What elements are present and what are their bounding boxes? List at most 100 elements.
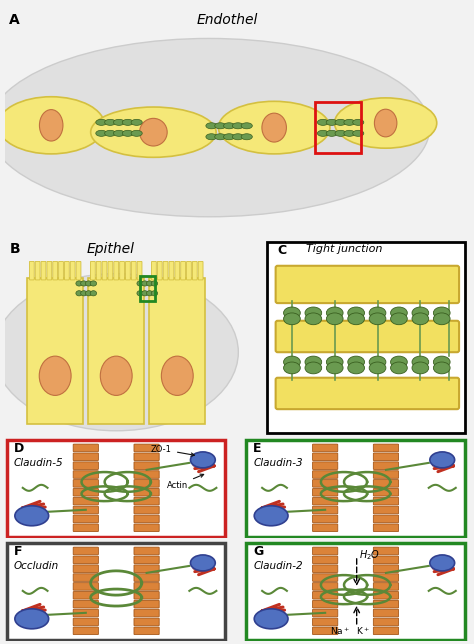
Ellipse shape: [412, 356, 428, 368]
FancyBboxPatch shape: [70, 261, 75, 280]
Ellipse shape: [91, 107, 216, 157]
Ellipse shape: [305, 313, 322, 325]
Text: C: C: [278, 244, 287, 257]
Ellipse shape: [335, 98, 437, 148]
FancyBboxPatch shape: [374, 574, 399, 582]
FancyBboxPatch shape: [126, 261, 130, 280]
Ellipse shape: [100, 356, 132, 395]
Ellipse shape: [90, 281, 97, 286]
FancyBboxPatch shape: [134, 506, 159, 514]
FancyBboxPatch shape: [64, 261, 69, 280]
Ellipse shape: [146, 290, 153, 296]
FancyBboxPatch shape: [312, 480, 338, 488]
Text: A: A: [9, 14, 20, 27]
FancyBboxPatch shape: [137, 261, 142, 280]
Ellipse shape: [76, 290, 82, 296]
Text: B: B: [10, 242, 21, 256]
Ellipse shape: [348, 362, 365, 374]
Ellipse shape: [85, 290, 92, 296]
Ellipse shape: [430, 452, 455, 468]
FancyBboxPatch shape: [73, 524, 99, 531]
FancyBboxPatch shape: [374, 556, 399, 564]
Ellipse shape: [232, 123, 244, 129]
FancyBboxPatch shape: [374, 565, 399, 573]
FancyBboxPatch shape: [134, 444, 159, 451]
Ellipse shape: [348, 307, 365, 319]
FancyBboxPatch shape: [374, 591, 399, 599]
FancyBboxPatch shape: [374, 524, 399, 531]
FancyBboxPatch shape: [73, 574, 99, 582]
FancyBboxPatch shape: [374, 609, 399, 617]
Ellipse shape: [215, 134, 226, 140]
Ellipse shape: [39, 356, 71, 395]
FancyBboxPatch shape: [312, 591, 338, 599]
Ellipse shape: [391, 313, 407, 325]
FancyBboxPatch shape: [73, 480, 99, 488]
FancyBboxPatch shape: [192, 261, 197, 280]
FancyBboxPatch shape: [73, 627, 99, 634]
FancyBboxPatch shape: [374, 600, 399, 608]
FancyBboxPatch shape: [134, 556, 159, 564]
Ellipse shape: [327, 307, 343, 319]
Ellipse shape: [369, 362, 386, 374]
FancyBboxPatch shape: [374, 497, 399, 505]
Ellipse shape: [161, 356, 193, 395]
FancyBboxPatch shape: [157, 261, 162, 280]
FancyBboxPatch shape: [134, 524, 159, 531]
FancyBboxPatch shape: [134, 583, 159, 591]
FancyBboxPatch shape: [374, 506, 399, 514]
FancyBboxPatch shape: [312, 444, 338, 451]
Text: D: D: [14, 442, 24, 455]
FancyBboxPatch shape: [73, 453, 99, 460]
FancyBboxPatch shape: [53, 261, 57, 280]
Ellipse shape: [137, 290, 143, 296]
Ellipse shape: [391, 362, 407, 374]
FancyBboxPatch shape: [73, 609, 99, 617]
Ellipse shape: [232, 134, 244, 140]
Ellipse shape: [412, 362, 428, 374]
FancyBboxPatch shape: [73, 444, 99, 451]
FancyBboxPatch shape: [134, 565, 159, 573]
Text: Na$^+$  K$^+$: Na$^+$ K$^+$: [330, 625, 370, 637]
FancyBboxPatch shape: [175, 261, 180, 280]
FancyBboxPatch shape: [312, 556, 338, 564]
FancyBboxPatch shape: [312, 497, 338, 505]
Ellipse shape: [391, 356, 407, 368]
Ellipse shape: [105, 119, 116, 126]
Ellipse shape: [151, 281, 158, 286]
Ellipse shape: [326, 130, 337, 137]
Text: E: E: [253, 442, 262, 455]
Ellipse shape: [96, 119, 107, 126]
FancyBboxPatch shape: [149, 278, 205, 424]
Ellipse shape: [335, 119, 346, 126]
FancyBboxPatch shape: [73, 497, 99, 505]
Text: Claudin-2: Claudin-2: [253, 561, 303, 571]
FancyBboxPatch shape: [59, 261, 64, 280]
Ellipse shape: [374, 109, 397, 137]
Ellipse shape: [206, 134, 217, 140]
Ellipse shape: [113, 130, 125, 137]
Ellipse shape: [131, 130, 142, 137]
Ellipse shape: [81, 290, 87, 296]
FancyBboxPatch shape: [27, 278, 83, 424]
FancyBboxPatch shape: [246, 440, 465, 536]
Text: ZO-1: ZO-1: [151, 445, 194, 456]
FancyBboxPatch shape: [312, 618, 338, 626]
FancyBboxPatch shape: [7, 543, 225, 639]
FancyBboxPatch shape: [275, 378, 459, 409]
Ellipse shape: [305, 356, 322, 368]
Text: Claudin-5: Claudin-5: [14, 458, 64, 468]
FancyBboxPatch shape: [312, 600, 338, 608]
Ellipse shape: [262, 113, 286, 142]
FancyBboxPatch shape: [312, 627, 338, 634]
FancyBboxPatch shape: [41, 261, 46, 280]
Ellipse shape: [283, 362, 301, 374]
Ellipse shape: [139, 118, 167, 146]
FancyBboxPatch shape: [131, 261, 136, 280]
Ellipse shape: [224, 134, 235, 140]
FancyBboxPatch shape: [312, 524, 338, 531]
FancyBboxPatch shape: [73, 515, 99, 523]
Ellipse shape: [0, 39, 430, 217]
Ellipse shape: [327, 362, 343, 374]
FancyBboxPatch shape: [134, 627, 159, 634]
